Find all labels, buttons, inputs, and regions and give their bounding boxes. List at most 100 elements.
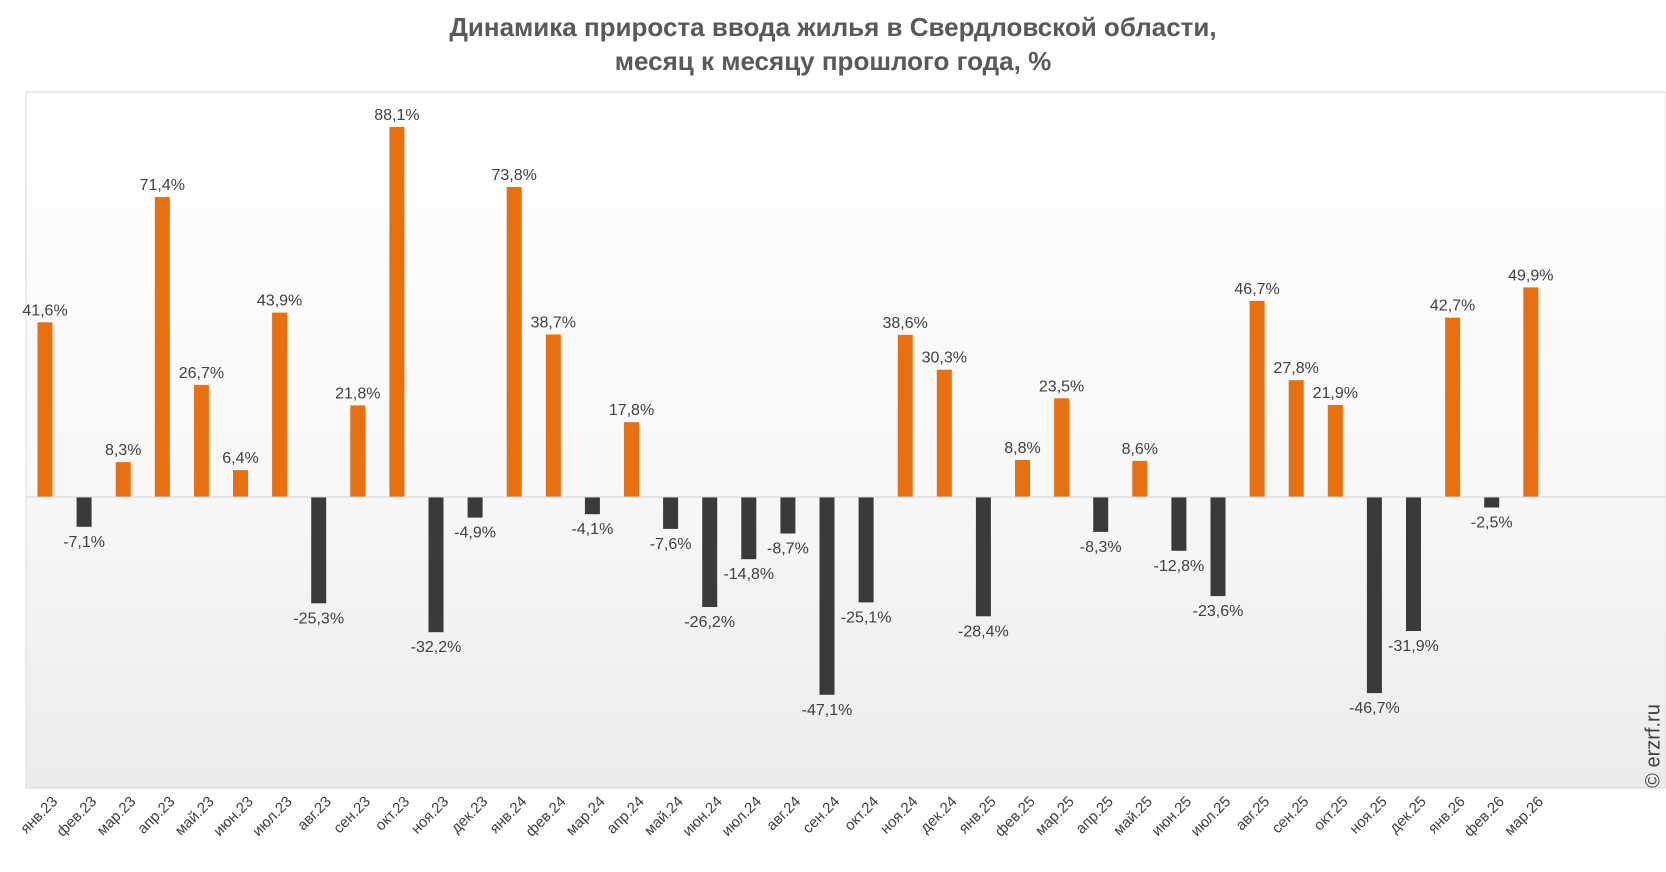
bar-дек.23 [467,497,483,518]
bar-май.23 [193,384,209,497]
data-labels-group: 41,6% -7,1% 8,3% 71,4% 26,7% 6,4% 43,9% -25,3% 2… [22,107,1553,719]
data-label-июл.24: -14,8% [723,566,774,583]
bar-июл.23 [272,312,288,497]
data-label-окт.24: -25,1% [841,609,892,626]
x-tick-label-июн.23: июн.23 [210,793,257,840]
x-tick-label-окт.24: окт.24 [841,793,882,834]
x-tick-label-мар.26: мар.26 [1501,793,1547,839]
data-label-мар.26: 49,9% [1508,267,1553,284]
bar-янв.23 [37,322,53,497]
data-label-мар.24: -4,1% [572,521,614,538]
bar-июн.23 [233,470,248,497]
data-label-ноя.23: -32,2% [411,639,462,656]
bar-сен.24 [819,497,835,695]
bar-мар.24 [584,497,600,515]
bar-мар.26 [1523,287,1539,497]
watermark: © erzrf.ru [1642,704,1665,788]
bar-ноя.25 [1366,497,1382,694]
bar-дек.24 [936,369,952,497]
data-label-июн.23: 6,4% [222,450,258,467]
data-label-июн.24: -26,2% [684,614,735,631]
x-tick-label-сен.23: сен.23 [330,793,374,837]
x-tick-label-апр.23: апр.23 [134,793,178,837]
plot-area [25,91,1666,789]
bar-авг.24 [780,497,796,534]
x-tick-label-фев.26: фев.26 [1461,793,1508,840]
data-label-окт.25: 21,9% [1313,385,1358,402]
data-label-июл.25: -23,6% [1193,603,1244,620]
data-label-ноя.24: 38,6% [883,315,928,332]
data-label-сен.25: 27,8% [1274,360,1319,377]
bar-фев.25 [1015,460,1030,497]
x-tick-label-июл.23: июл.23 [249,793,296,840]
x-tick-label-май.23: май.23 [172,793,218,839]
x-tick-label-окт.25: окт.25 [1310,793,1351,834]
data-label-сен.23: 21,8% [335,385,380,402]
bar-окт.24 [858,497,874,603]
data-label-май.24: -7,6% [650,536,692,553]
data-label-мар.25: 23,5% [1039,378,1084,395]
x-tick-label-ноя.23: ноя.23 [408,793,452,837]
data-label-авг.25: 46,7% [1234,281,1279,298]
x-tick-label-ноя.25: ноя.25 [1346,793,1390,837]
data-label-фев.24: 38,7% [531,315,576,332]
x-tick-label-ноя.24: ноя.24 [877,793,921,837]
x-tick-label-дек.25: дек.25 [1386,793,1429,836]
bar-июн.25 [1171,497,1187,551]
data-label-фев.23: -7,1% [63,534,105,551]
bar-апр.23 [154,197,170,497]
bar-авг.25 [1249,300,1265,497]
x-tick-label-сен.24: сен.24 [799,793,843,837]
bar-янв.26 [1445,317,1461,497]
data-label-май.25: 8,6% [1122,441,1158,458]
bar-янв.25 [975,497,991,617]
x-tick-label-июн.25: июн.25 [1149,793,1196,840]
data-label-дек.23: -4,9% [454,525,496,542]
bars-group [37,127,1539,695]
data-label-мар.23: 8,3% [105,442,141,459]
bar-май.24 [663,497,679,529]
bar-окт.23 [389,127,405,497]
x-tick-label-мар.25: мар.25 [1032,793,1078,839]
bar-дек.25 [1406,497,1421,631]
bar-авг.23 [311,497,327,604]
x-tick-label-мар.24: мар.24 [563,793,609,839]
bar-фев.26 [1484,497,1500,508]
data-label-авг.24: -8,7% [767,541,809,558]
chart-title: Динамика прироста ввода жилья в Свердлов… [0,10,1666,78]
bar-апр.24 [624,422,639,497]
x-tick-label-сен.25: сен.25 [1269,793,1313,837]
bar-сен.25 [1288,380,1304,497]
x-tick-label-июн.24: июн.24 [679,793,726,840]
bar-окт.25 [1327,405,1343,497]
data-label-дек.24: 30,3% [922,350,967,367]
data-label-янв.25: -28,4% [958,623,1009,640]
x-tick-label-авг.23: авг.23 [294,793,335,834]
x-tick-label-фев.23: фев.23 [53,793,100,840]
x-tick-label-окт.23: окт.23 [372,793,413,834]
bar-апр.25 [1093,497,1109,532]
x-tick-label-апр.24: апр.24 [603,793,647,837]
data-label-янв.23: 41,6% [22,302,67,319]
chart-title-line-1: Динамика прироста ввода жилья в Свердлов… [449,12,1217,42]
data-label-янв.26: 42,7% [1430,298,1475,315]
data-label-фев.25: 8,8% [1004,440,1040,457]
data-label-дек.25: -31,9% [1388,638,1439,655]
data-label-июл.23: 43,9% [257,293,302,310]
chart-title-line-2: месяц к месяцу прошлого года, % [614,46,1052,76]
data-label-окт.23: 88,1% [374,107,419,124]
x-tick-label-фев.25: фев.25 [992,793,1039,840]
bar-июл.25 [1210,497,1226,597]
bar-ноя.23 [428,497,444,633]
data-label-янв.24: 73,8% [492,167,537,184]
bar-ноя.24 [897,334,913,497]
x-axis-labels-group: янв.23фев.23мар.23апр.23май.23июн.23июл.… [17,793,1547,840]
x-tick-label-май.24: май.24 [641,793,687,839]
data-label-сен.24: -47,1% [802,702,853,719]
data-label-фев.26: -2,5% [1471,515,1513,532]
x-tick-label-дек.23: дек.23 [448,793,491,836]
bar-фев.24 [545,334,561,497]
data-label-май.23: 26,7% [179,365,224,382]
data-label-ноя.25: -46,7% [1349,700,1400,717]
